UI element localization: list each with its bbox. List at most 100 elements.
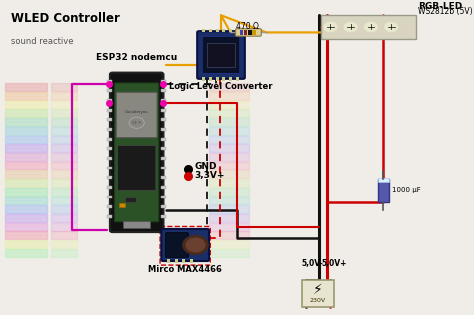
Bar [161,167,166,169]
Bar [108,167,112,169]
Bar [51,214,77,222]
Circle shape [384,22,398,32]
FancyBboxPatch shape [197,31,245,79]
Bar [167,259,170,263]
Bar [210,249,249,257]
Bar [5,162,47,169]
Bar [248,30,252,35]
Bar [51,162,77,169]
Text: Mirco MAX4466: Mirco MAX4466 [148,265,222,274]
Text: 5,0V+: 5,0V+ [321,259,346,268]
FancyBboxPatch shape [236,29,261,36]
Bar [210,101,249,108]
FancyBboxPatch shape [118,146,156,190]
Bar [125,197,136,202]
Circle shape [324,22,337,32]
Circle shape [364,22,378,32]
Bar [210,214,249,222]
FancyBboxPatch shape [110,73,164,232]
Bar [51,240,77,248]
Bar [108,205,112,208]
Bar [161,80,166,83]
Bar [108,118,112,121]
Bar [244,30,247,35]
FancyBboxPatch shape [161,229,209,261]
Bar [108,109,112,112]
Bar [5,197,47,204]
Bar [210,205,249,213]
Bar [161,147,166,150]
Text: sound reactive: sound reactive [11,37,74,46]
Bar [236,29,239,32]
Bar [240,30,243,35]
Bar [161,118,166,121]
Bar [108,186,112,189]
Bar [108,128,112,131]
Bar [5,101,47,108]
Bar [51,232,77,239]
Text: GND: GND [195,163,217,171]
Bar [210,153,249,161]
Bar [216,29,219,32]
Bar [210,197,249,204]
Bar [222,77,226,81]
Bar [51,101,77,108]
Bar [5,223,47,231]
Bar [378,179,389,202]
Bar [108,89,112,92]
Bar [123,221,150,228]
Bar [161,186,166,189]
Bar [182,259,185,263]
Bar [51,153,77,161]
Bar [5,249,47,257]
Bar [108,99,112,102]
Text: 230V: 230V [310,298,326,303]
Bar [5,232,47,239]
Bar [210,92,249,100]
Circle shape [344,22,357,32]
Bar [108,196,112,198]
Bar [321,15,416,39]
Bar [161,138,166,140]
Bar [51,249,77,257]
Bar [161,99,166,102]
FancyBboxPatch shape [115,83,159,222]
Bar [5,118,47,126]
Bar [209,77,212,81]
Bar [5,205,47,213]
Bar [108,80,112,83]
Text: RGB-LED: RGB-LED [418,2,463,11]
Bar [210,240,249,248]
Bar [5,214,47,222]
FancyBboxPatch shape [202,37,240,73]
Bar [5,83,47,91]
Bar [51,205,77,213]
Bar [51,144,77,152]
Bar [51,179,77,187]
Bar [175,259,178,263]
Bar [210,127,249,135]
Bar [210,188,249,196]
Bar [229,77,232,81]
Bar [210,232,249,239]
Text: 3,3V+: 3,3V+ [195,171,225,180]
Text: ESP32 nodemcu: ESP32 nodemcu [96,54,177,62]
Bar [51,118,77,126]
Bar [5,240,47,248]
Bar [236,77,239,81]
Bar [108,138,112,140]
Bar [51,135,77,143]
Bar [108,147,112,150]
Bar [216,77,219,81]
Bar [5,179,47,187]
Bar [210,223,249,231]
Bar [210,179,249,187]
Bar [51,188,77,196]
Bar [302,280,334,306]
Bar [229,29,232,32]
Bar [51,223,77,231]
Bar [5,144,47,152]
Text: 5,0V-: 5,0V- [302,259,324,268]
Bar [210,118,249,126]
Bar [207,43,235,67]
